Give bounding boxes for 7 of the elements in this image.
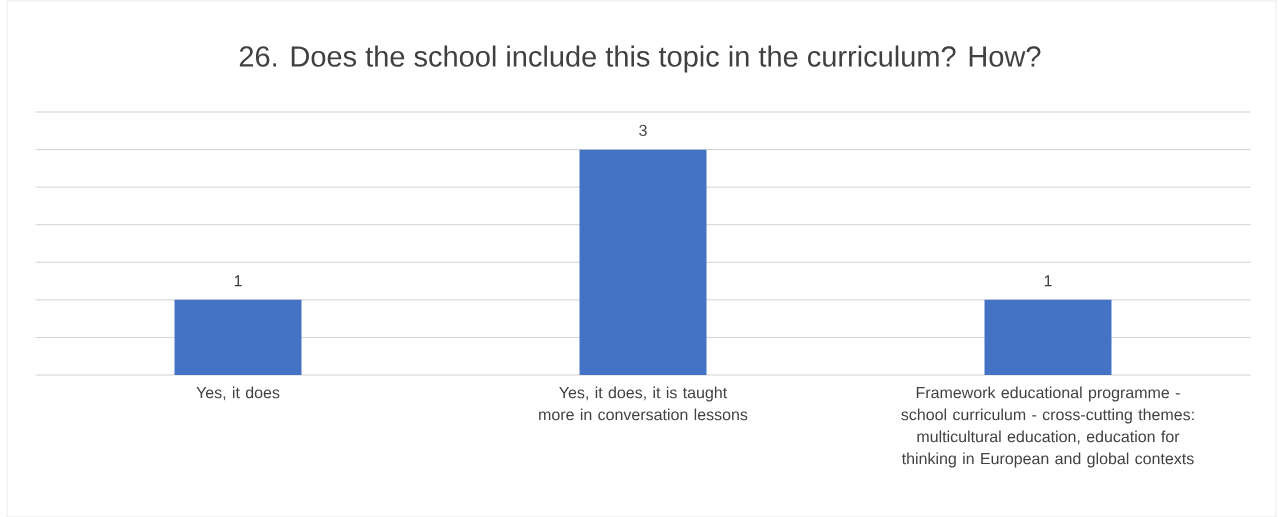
x-tick-label: Yes, it does, it is taught more in conversation lessons: [539, 386, 748, 421]
data-label: 1: [1044, 275, 1052, 287]
x-tick-label: Framework educational programme - school curriculum - cross-cutting themes: multicultural education, education for thinking in European and global contexts: [901, 386, 1194, 468]
data-label: 1: [234, 275, 242, 287]
x-tick-label: Yes, it does: [196, 386, 280, 401]
data-label: 3: [639, 124, 647, 136]
chart-title: 26. Does the school include this topic in the curriculum? How?: [239, 45, 1041, 73]
